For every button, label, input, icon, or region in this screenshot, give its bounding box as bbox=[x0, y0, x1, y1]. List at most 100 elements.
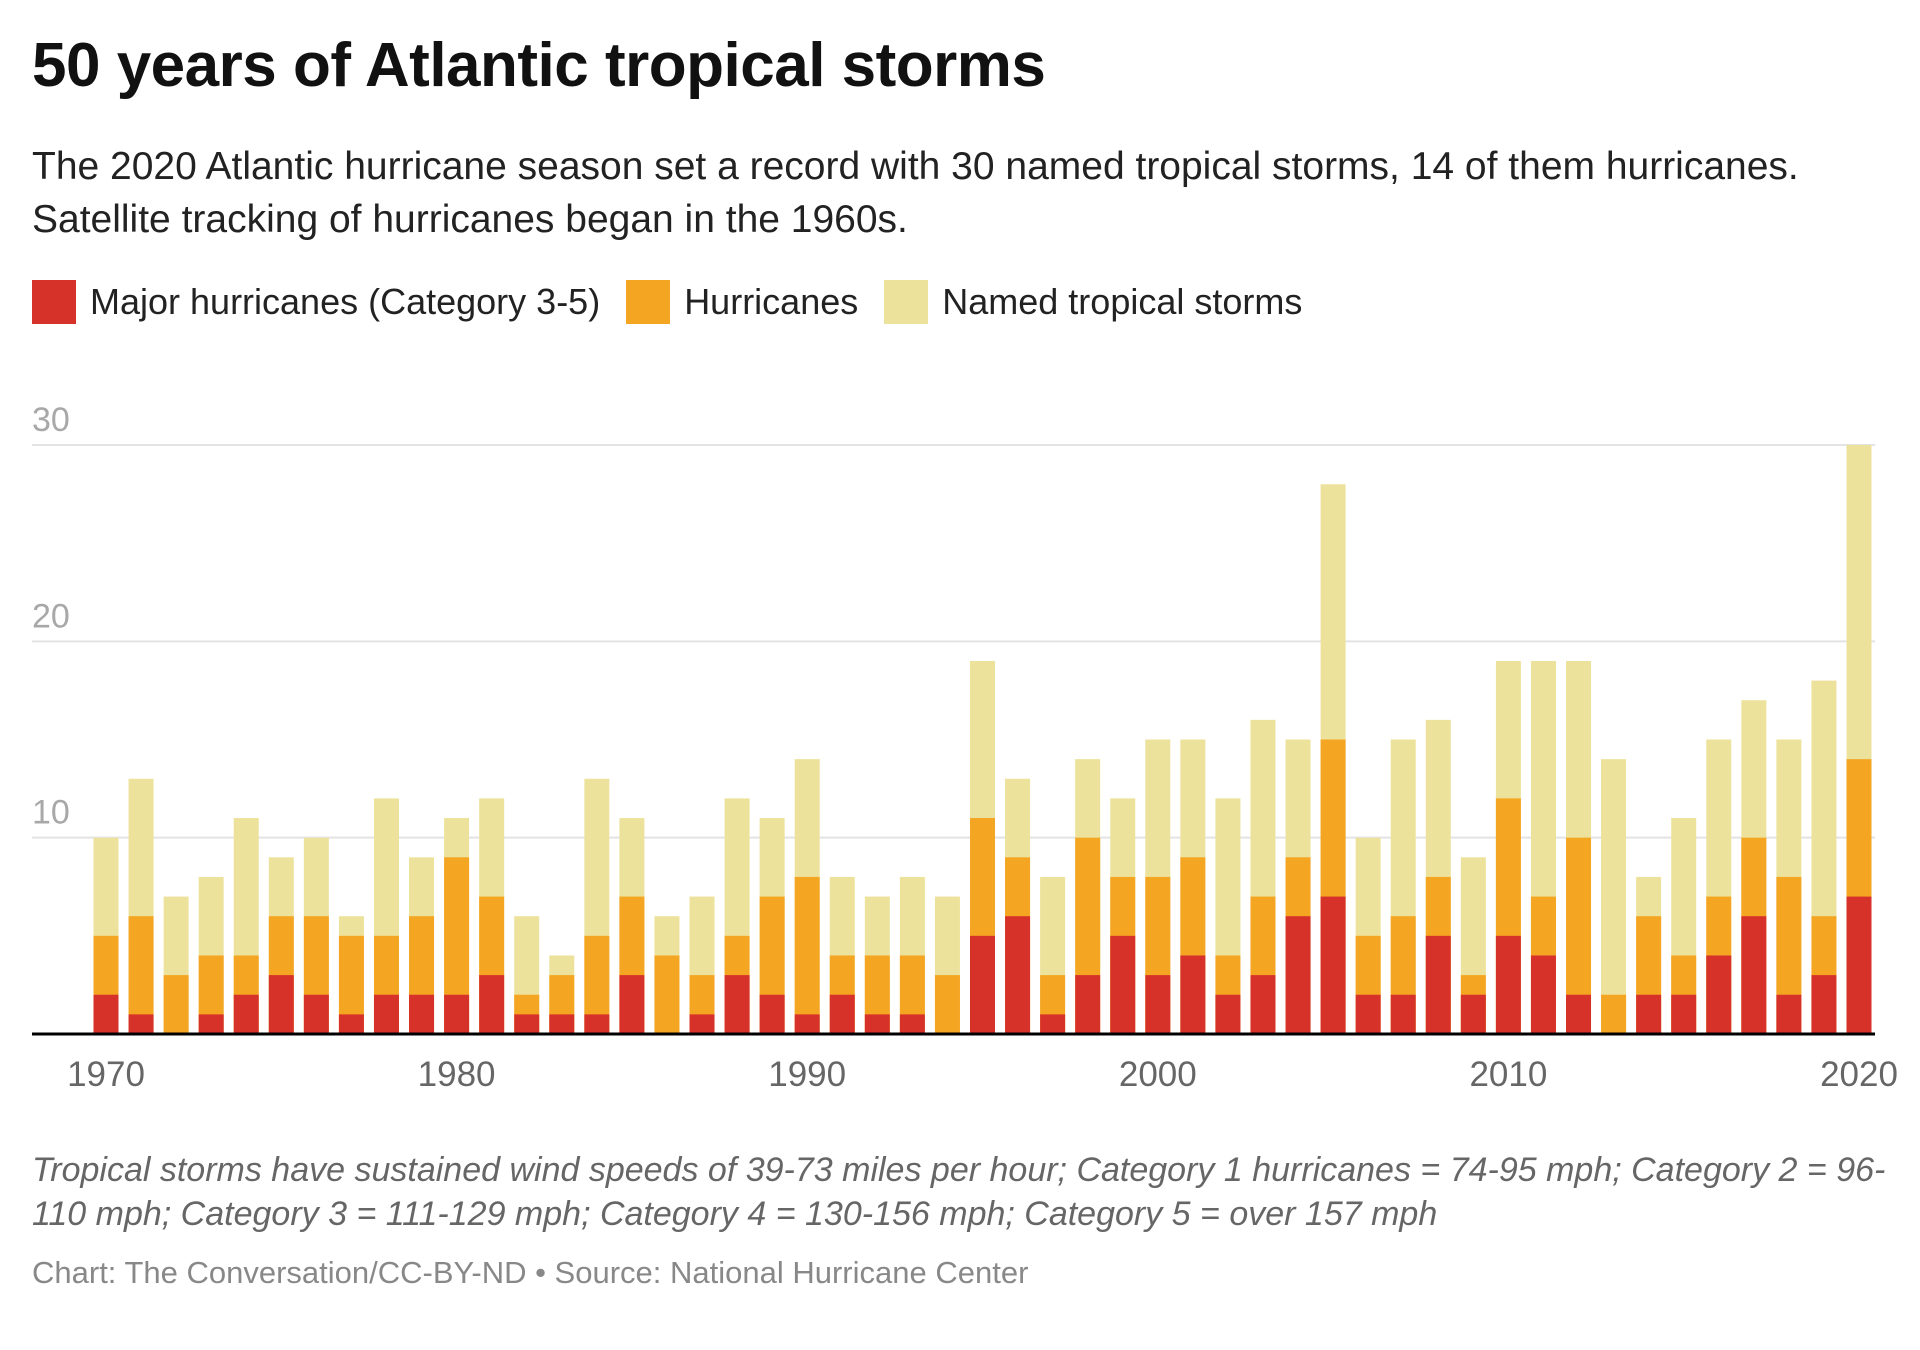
bar-stack-1972 bbox=[163, 896, 189, 1034]
axes: 1970 1980 1990 2000 2010 2020 bbox=[32, 1032, 1898, 1094]
bar-stack-1993 bbox=[899, 876, 925, 1034]
bar-major-hurricanes bbox=[1355, 994, 1381, 1034]
chart-title: 50 years of Atlantic tropical storms bbox=[32, 31, 1046, 100]
bar-stack-2010 bbox=[1495, 660, 1521, 1034]
bar-stack-2009 bbox=[1460, 857, 1486, 1034]
legend-label-major: Major hurricanes (Category 3-5) bbox=[90, 281, 601, 322]
legend-item-hurricanes: Hurricanes bbox=[626, 280, 858, 324]
legend-swatch-named-storms bbox=[884, 280, 929, 324]
bar-stack-2018 bbox=[1776, 739, 1802, 1034]
legend-item-named-storms: Named tropical storms bbox=[884, 280, 1302, 324]
bar-major-hurricanes bbox=[1390, 994, 1416, 1034]
bar-major-hurricanes bbox=[899, 1014, 925, 1034]
bar-stack-1974 bbox=[233, 818, 259, 1034]
bar-stack-1986 bbox=[654, 916, 680, 1034]
bar-stack-1998 bbox=[1075, 759, 1101, 1034]
bar-stack-2007 bbox=[1390, 739, 1416, 1034]
legend: Major hurricanes (Category 3-5) Hurrican… bbox=[32, 280, 1328, 324]
bar-major-hurricanes bbox=[1636, 994, 1662, 1034]
x-tick-label: 1990 bbox=[768, 1055, 846, 1094]
bar-major-hurricanes bbox=[1110, 935, 1136, 1034]
bar-major-hurricanes bbox=[1285, 916, 1311, 1034]
bar-major-hurricanes bbox=[1215, 994, 1241, 1034]
bar-stack-2013 bbox=[1601, 759, 1627, 1034]
bar-stack-1987 bbox=[689, 896, 715, 1034]
bar-major-hurricanes bbox=[1040, 1014, 1066, 1034]
legend-swatch-hurricanes bbox=[626, 280, 671, 324]
bar-major-hurricanes bbox=[268, 975, 294, 1034]
bar-stack-2000 bbox=[1145, 739, 1171, 1034]
bar-major-hurricanes bbox=[1811, 975, 1837, 1034]
bar-major-hurricanes bbox=[970, 935, 995, 1034]
bar-hurricanes bbox=[934, 975, 960, 1034]
bar-major-hurricanes bbox=[514, 1014, 540, 1034]
bar-major-hurricanes bbox=[689, 1014, 715, 1034]
bar-stack-1984 bbox=[584, 778, 610, 1034]
bar-stack-1981 bbox=[479, 798, 505, 1034]
y-tick-label: 10 bbox=[32, 794, 70, 832]
bar-stack-1983 bbox=[549, 955, 575, 1034]
bar-stack-1973 bbox=[198, 876, 224, 1034]
bar-major-hurricanes bbox=[1706, 955, 1732, 1034]
bar-major-hurricanes bbox=[1005, 916, 1031, 1034]
legend-swatch-major bbox=[32, 280, 76, 324]
bar-stack-1982 bbox=[514, 916, 540, 1034]
bars bbox=[93, 445, 1872, 1034]
bar-major-hurricanes bbox=[198, 1014, 224, 1034]
bar-stack-1980 bbox=[444, 818, 470, 1034]
bar-stack-2011 bbox=[1530, 660, 1556, 1034]
bar-stack-1997 bbox=[1040, 876, 1066, 1034]
bar-major-hurricanes bbox=[864, 1014, 890, 1034]
bar-major-hurricanes bbox=[1075, 975, 1101, 1034]
bar-major-hurricanes bbox=[1776, 994, 1802, 1034]
x-tick-label: 1980 bbox=[418, 1055, 496, 1094]
bar-hurricanes bbox=[654, 955, 680, 1034]
bar-stack-2017 bbox=[1741, 700, 1767, 1034]
bar-stack-1978 bbox=[373, 798, 399, 1034]
x-tick-label: 2020 bbox=[1820, 1055, 1898, 1094]
bar-major-hurricanes bbox=[1530, 955, 1556, 1034]
bar-stack-1988 bbox=[724, 798, 750, 1034]
gridlines: 10 20 30 bbox=[32, 401, 1875, 839]
bar-stack-2004 bbox=[1285, 739, 1311, 1034]
bar-hurricanes bbox=[794, 876, 820, 1034]
bar-stack-2014 bbox=[1636, 876, 1662, 1034]
bar-stack-2019 bbox=[1811, 680, 1837, 1034]
y-tick-label: 30 bbox=[32, 401, 70, 439]
bar-major-hurricanes bbox=[1671, 994, 1697, 1034]
legend-label-hurricanes: Hurricanes bbox=[684, 281, 859, 322]
bar-stack-1979 bbox=[409, 857, 435, 1034]
bar-major-hurricanes bbox=[759, 994, 785, 1034]
bar-stack-1970 bbox=[93, 837, 119, 1034]
bar-stack-1975 bbox=[268, 857, 294, 1034]
bar-named-storms bbox=[1601, 759, 1627, 1034]
bar-major-hurricanes bbox=[128, 1014, 154, 1034]
bar-major-hurricanes bbox=[233, 994, 259, 1034]
bar-stack-1989 bbox=[759, 818, 785, 1034]
bar-major-hurricanes bbox=[93, 994, 119, 1034]
bar-major-hurricanes bbox=[1425, 935, 1451, 1034]
bar-stack-1994 bbox=[934, 896, 960, 1034]
bar-major-hurricanes bbox=[1320, 896, 1346, 1034]
bar-stack-2020 bbox=[1846, 445, 1872, 1034]
bar-major-hurricanes bbox=[829, 994, 855, 1034]
bar-stack-2005 bbox=[1320, 484, 1346, 1034]
bar-stack-2008 bbox=[1425, 719, 1451, 1034]
bar-stack-2001 bbox=[1180, 739, 1206, 1034]
bar-stack-1990 bbox=[794, 759, 820, 1034]
bar-stack-1999 bbox=[1110, 798, 1136, 1034]
bar-major-hurricanes bbox=[479, 975, 505, 1034]
x-tick-label: 2000 bbox=[1119, 1055, 1197, 1094]
bar-stack-1976 bbox=[303, 837, 329, 1034]
y-tick-label: 20 bbox=[32, 597, 70, 635]
bar-stack-1991 bbox=[829, 876, 855, 1034]
bar-major-hurricanes bbox=[724, 975, 750, 1034]
legend-label-named-storms: Named tropical storms bbox=[942, 281, 1303, 322]
bar-major-hurricanes bbox=[1250, 975, 1276, 1034]
bar-stack-1995 bbox=[970, 660, 995, 1034]
bar-major-hurricanes bbox=[1495, 935, 1521, 1034]
bar-hurricanes bbox=[163, 975, 189, 1034]
bar-major-hurricanes bbox=[794, 1014, 820, 1034]
bar-major-hurricanes bbox=[409, 994, 435, 1034]
x-tick-label: 1970 bbox=[67, 1055, 145, 1094]
